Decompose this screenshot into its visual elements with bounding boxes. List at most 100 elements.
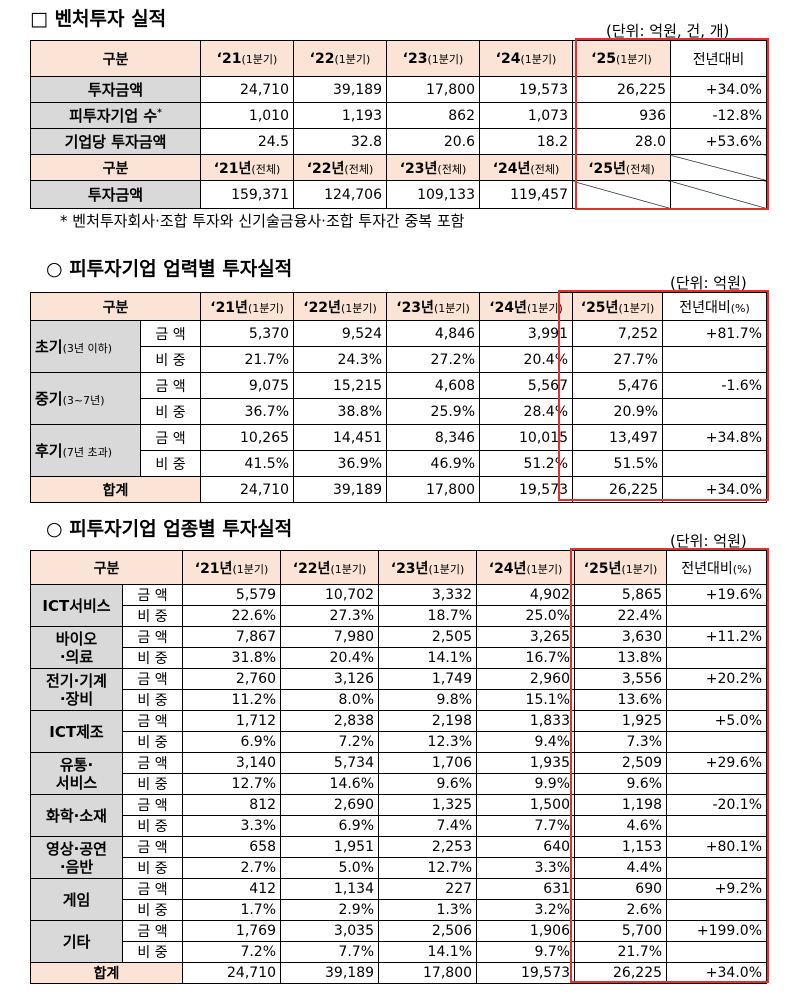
cell: 3,126 [280,668,380,690]
cell: 1,134 [280,878,380,900]
group-name-line: 전기·기계 [46,671,107,690]
group-name-line: ICT서비스 [42,596,111,615]
cell: 6.9% [182,731,282,753]
venture-investment-table: 구분 ‘21(1분기) ‘22(1분기) ‘23(1분기) ‘24(1분기) ‘… [30,40,767,209]
group-sub: (3~7년) [62,394,105,407]
cell: 1,325 [378,794,478,816]
cell: 51.2% [479,450,574,477]
cell: 7.2% [182,941,282,963]
year-label: ‘22년 [303,299,341,316]
yoy-cell: +5.0% [666,710,768,732]
year-label: ‘23년 [396,299,434,316]
cell: 11.2% [182,689,282,711]
amount-label: 금 액 [121,710,184,732]
section2-title: ○ 피투자기업 업력별 투자실적 [46,258,293,280]
cell: 8,346 [386,424,481,451]
empty-cell [666,773,768,795]
amount-label: 금 액 [121,626,184,648]
table-row: 비 중 41.5% 36.9% 46.9% 51.2% 51.5% [31,450,768,477]
table-row: 초기(3년 이하) 금 액 5,370 9,524 4,846 3,991 7,252 +81… [30,320,768,373]
cell: 2,198 [378,710,478,732]
cell: 2,690 [280,794,380,816]
yoy-cell: +34.0% [662,476,768,503]
amount-label: 금 액 [139,424,202,451]
cell: 27.2% [386,346,481,373]
yoy-unit: (%) [730,301,750,315]
cell: 1,706 [378,752,478,774]
cell: 124,706 [293,180,387,209]
header-label: 구분 [30,154,201,181]
cell: 14.6% [280,773,380,795]
table-row: 화학·소재 금 액 812 2,690 1,325 1,500 1,198 -20.1% [30,794,768,837]
cell: 7,867 [182,626,282,648]
group-name-line: 기타 [62,932,91,951]
year-label: ‘24년 [488,560,527,577]
cell: 1,906 [476,920,576,942]
table-row: 비 중 12.7% 14.6% 9.6% 9.9% 9.6% [31,773,768,795]
cell: 4.4% [574,857,668,879]
amount-label: 금 액 [121,668,184,690]
table-row: 유통· 서비스 금 액 3,140 5,734 1,706 1,935 2,509 +29.6% [30,752,768,795]
cell: 31.8% [182,647,282,669]
cell: 36.9% [293,450,388,477]
group-label: 바이오 ·의료 [30,626,123,669]
cell: 7.7% [476,815,576,837]
table-row: 중기(3~7년) 금 액 9,075 15,215 4,608 5,567 5,476 -1.… [30,372,768,425]
period-label: (전체) [530,162,560,176]
cell: 1,925 [574,710,668,732]
cell: 15.1% [476,689,576,711]
table-row: 후기(7년 초과) 금 액 10,265 14,451 8,346 10,015 13,49… [30,424,768,477]
cell: 227 [378,878,478,900]
cell: 3,035 [280,920,380,942]
cell: 19,573 [479,476,574,503]
cell: 39,189 [280,962,380,984]
cell: 412 [182,878,282,900]
group-name-line: ·음반 [59,857,94,876]
group-name-line: ICT제조 [49,722,104,741]
cell: 1,951 [280,836,380,858]
yoy-cell: +11.2% [666,626,768,648]
cell: 2.6% [574,899,668,921]
table-row: 비 중 36.7% 38.8% 25.9% 28.4% 20.9% [31,398,768,425]
cell: 3,265 [476,626,576,648]
table-row: 바이오 ·의료 금 액 7,867 7,980 2,505 3,265 3,630 +11.2% [30,626,768,669]
yoy-cell: +19.6% [666,584,768,606]
table-row: 비 중 1.7% 2.9% 1.3% 3.2% 2.6% [31,899,768,921]
group-name: 중기 [35,390,63,408]
group-label: 유통· 서비스 [30,752,123,795]
cell: 7.4% [378,815,478,837]
share-label: 비 중 [121,941,184,963]
cell: 10,265 [200,424,295,451]
cell: 1,500 [476,794,576,816]
group-name: 후기 [35,442,63,460]
cell: 5,567 [479,372,574,399]
empty-cell [662,450,768,477]
cell: 12.3% [378,731,478,753]
cell: 19,573 [476,962,576,984]
cell: 9.4% [476,731,576,753]
yoy-cell: -20.1% [666,794,768,816]
cell: 2,253 [378,836,478,858]
year-label: ‘24년 [489,299,527,316]
cell: 690 [574,878,668,900]
empty-cell [666,605,768,627]
empty-cell [666,857,768,879]
group-name-line: 서비스 [55,773,98,792]
amount-label: 금 액 [121,836,184,858]
cell: 3.3% [182,815,282,837]
table-row: 비 중 21.7% 24.3% 27.2% 20.4% 27.7% [31,346,768,373]
table-row: 비 중 7.2% 7.7% 14.1% 9.7% 21.7% [31,941,768,963]
period-label: (1분기) [427,52,464,66]
cell: 862 [386,102,480,129]
cell: 5,579 [182,584,282,606]
period-label: (1분기) [241,52,278,66]
year-label: ‘25년 [588,160,626,177]
yoy-header: 전년대비 [670,40,767,77]
cell: 1.7% [182,899,282,921]
cell: 24,710 [200,476,295,503]
cell: 2,509 [574,752,668,774]
period-label: (전체) [437,162,467,176]
table-row: 비 중 2.7% 5.0% 12.7% 3.3% 4.4% [31,857,768,879]
year-label: ‘22년 [306,160,345,177]
cell: 119,457 [479,180,573,209]
